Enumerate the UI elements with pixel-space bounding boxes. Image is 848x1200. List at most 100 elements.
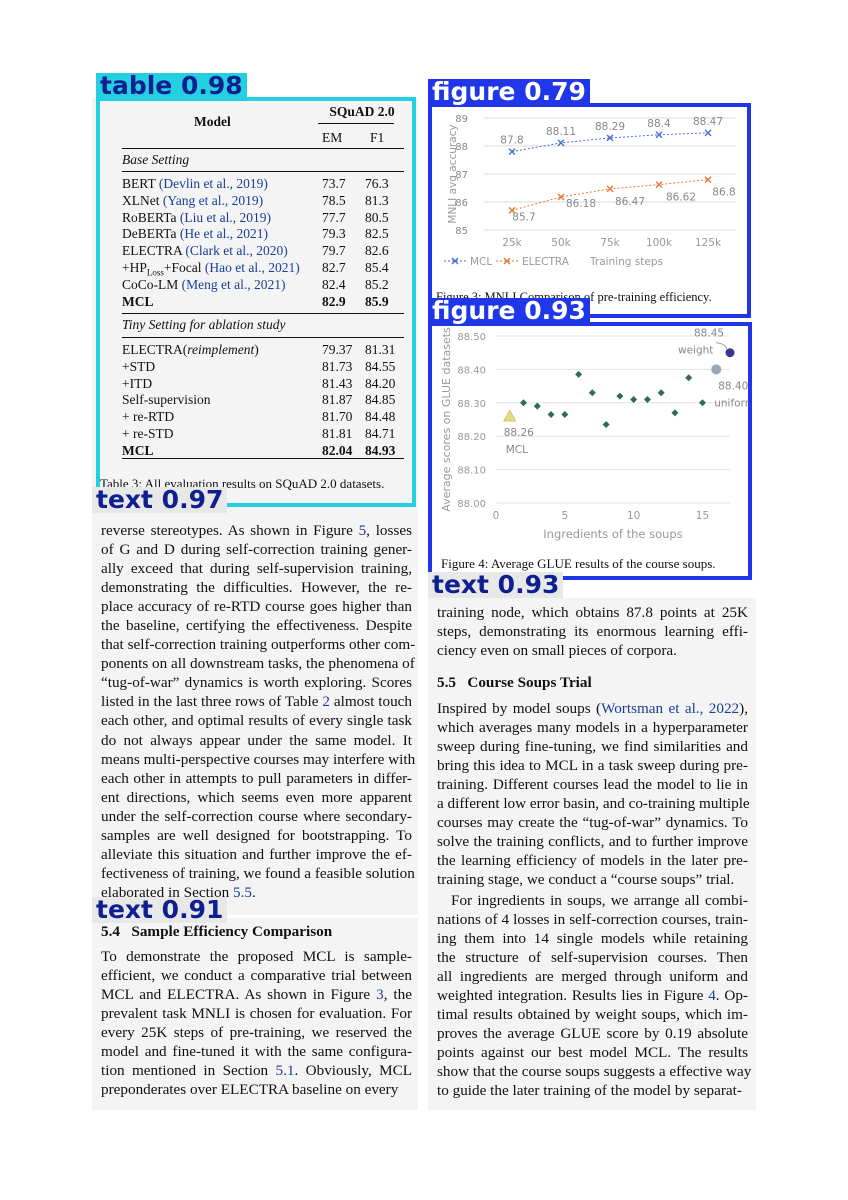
x-tick-label: 125k — [695, 237, 722, 249]
right-paragraph-a: Inspired by model soups (Wortsman et al.… — [437, 699, 750, 889]
text-line: courses may create the “tug-of-war” dyna… — [437, 814, 748, 832]
cross-ref-link[interactable]: 4 — [708, 987, 716, 1005]
table-cell-em: 78.5 — [322, 192, 346, 208]
text-line: tion mentioned in Section 5.1. Obviously… — [101, 1062, 413, 1080]
scatter-point — [547, 410, 555, 418]
data-point-mcl — [508, 148, 516, 156]
model-name: +HP — [122, 260, 147, 275]
table-cell-em: 79.7 — [322, 243, 346, 259]
y-tick-label: 87 — [455, 170, 468, 181]
text-section-detection-label: text 0.91 — [92, 897, 228, 923]
y-tick-label: 86 — [455, 198, 468, 209]
citation-link[interactable]: (Devlin et al., 2019) — [158, 176, 268, 191]
table-row: CoCo-LM (Meng et al., 2021) 82.4 85.2 — [122, 277, 422, 294]
table-cell-em: 82.7 — [322, 260, 346, 275]
data-point-electra — [557, 193, 565, 201]
table-row: BERT (Devlin et al., 2019) 73.7 76.3 — [122, 176, 422, 193]
table-row: + re-STD 81.81 84.71 — [122, 426, 422, 443]
data-point-mcl — [557, 139, 565, 147]
section-text-region — [92, 918, 418, 1110]
text-line: bring this idea to MCL in a task sweep d… — [437, 757, 748, 775]
x-axis-label: Ingredients of the soups — [543, 527, 682, 541]
table-cell-em: 77.7 — [322, 209, 346, 225]
data-label: 86.8 — [712, 187, 735, 199]
model-name: BERT — [122, 176, 156, 191]
figure-bottom-detection-box — [428, 322, 752, 580]
legend-label: MCL — [470, 256, 492, 268]
text-line: ciency even on small pieces of corpora. — [437, 642, 677, 660]
table-cell-em: 81.43 — [322, 375, 353, 391]
table-cell-f1: 84.93 — [365, 442, 396, 458]
text-line: ing them into 14 single models while ret… — [437, 930, 748, 948]
left-text-region — [92, 505, 418, 915]
model-name: +ITD — [122, 375, 153, 391]
text-line: ally exceed that during self-supervision… — [101, 560, 412, 578]
cross-ref-link[interactable]: 5 — [358, 522, 367, 539]
table-cell-f1: 76.3 — [365, 176, 389, 191]
data-point-electra — [606, 185, 614, 193]
scatter-point — [616, 392, 624, 400]
model-suffix: ) — [254, 342, 259, 357]
x-tick-label: 10 — [627, 510, 640, 522]
x-tick-label: 100k — [646, 237, 673, 249]
model-subscript: Loss — [146, 267, 164, 278]
table-row: ELECTRA(reimplement) 79.37 81.31 — [122, 342, 422, 359]
text-line: elaborated in Section 5.5. — [101, 883, 256, 901]
text-line: listed in the last three rows of Table 2… — [101, 693, 412, 711]
table-cell-f1: 81.31 — [365, 342, 396, 357]
citation-link[interactable]: Wortsman et al., 2022 — [601, 700, 740, 717]
table-cell-f1: 82.5 — [365, 226, 389, 242]
model-name: XLNet — [122, 192, 160, 208]
text-line: to guide the later training of the model… — [437, 1082, 742, 1100]
citation-link[interactable]: (Yang et al., 2019) — [162, 192, 264, 208]
citation-link[interactable]: (He et al., 2021) — [179, 226, 268, 242]
text-line: efficient, we conduct a comparative tria… — [101, 967, 412, 985]
citation-link[interactable]: (Clark et al., 2020) — [185, 243, 288, 259]
text-line: which averages many models in a hyperpar… — [437, 719, 748, 737]
y-tick-label: 88.50 — [457, 332, 486, 343]
data-label: 88.11 — [546, 126, 576, 138]
annotation-label: uniform — [714, 397, 750, 409]
text-line: a different low error basin, and co-trai… — [437, 795, 750, 813]
citation-link[interactable]: (Hao et al., 2021) — [204, 260, 300, 275]
citation-link[interactable]: (Liu et al., 2019) — [179, 209, 271, 225]
text-line: every 25K steps of pre-training, we rese… — [101, 1024, 412, 1042]
scatter-point — [575, 370, 583, 378]
text-line: prevalent task MNLI is chosen for evalua… — [101, 1005, 412, 1023]
header-f1: F1 — [370, 130, 385, 145]
annotation-value: 88.45 — [694, 328, 724, 340]
data-point-electra — [655, 181, 663, 189]
table-cell-f1: 85.9 — [365, 293, 389, 309]
scatter-point — [561, 410, 569, 418]
text-line: show that the course soups suggests a ef… — [437, 1063, 752, 1081]
citation-link[interactable]: (Meng et al., 2021) — [181, 276, 286, 292]
text-line: proves the average GLUE score by 0.19 ab… — [437, 1025, 748, 1043]
table-cell-em: 81.73 — [322, 358, 353, 374]
data-label: 86.62 — [666, 192, 696, 204]
table-row: DeBERTa (He et al., 2021) 79.3 82.5 — [122, 226, 422, 243]
model-name: RoBERTa — [122, 209, 177, 225]
table-cell-model: XLNet (Yang et al., 2019) — [122, 193, 263, 209]
cross-ref-link[interactable]: 2 — [322, 693, 330, 711]
cross-ref-link[interactable]: 5.1 — [275, 1062, 295, 1080]
legend-marker — [503, 257, 511, 265]
cross-ref-link[interactable]: 3 — [376, 986, 384, 1004]
text-line: of G and D during self-correction traini… — [101, 541, 412, 559]
header-squad: SQuAD 2.0 — [329, 104, 395, 119]
annotation-value: 88.40 — [718, 380, 748, 392]
model-name: + re-RTD — [122, 409, 175, 425]
squad-table: Model SQuAD 2.0 EM F1 Base Setting BERT … — [122, 104, 422, 504]
x-tick-label: 75k — [600, 237, 620, 249]
data-label: 86.47 — [615, 196, 645, 208]
y-tick-label: 88.30 — [457, 399, 486, 410]
tiny-setting-label: Tiny Setting for ablation study — [122, 317, 286, 332]
y-tick-label: 89 — [455, 114, 468, 125]
cross-ref-link[interactable]: 5.5 — [233, 883, 252, 901]
text-line: all ingredients are merged through unifo… — [437, 968, 748, 986]
annotation-label: weight — [678, 345, 713, 357]
table-cell-em: 82.4 — [322, 276, 346, 292]
scatter-point — [643, 395, 651, 403]
table-cell-f1: 84.85 — [365, 392, 396, 408]
table-cell-model: + re-RTD — [122, 409, 174, 425]
series-line-mcl — [511, 132, 709, 153]
